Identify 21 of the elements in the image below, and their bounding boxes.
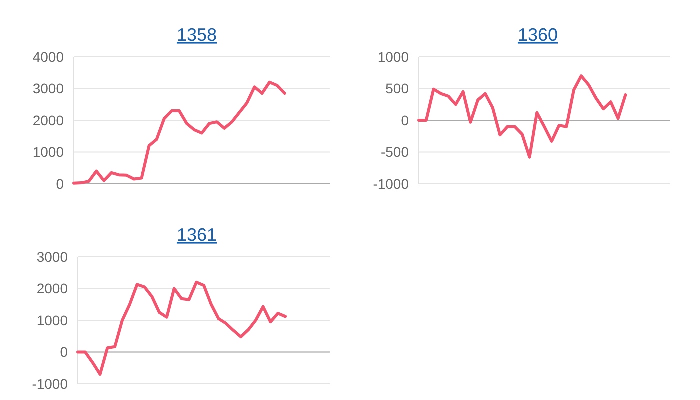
y-tick-label: 4000 — [32, 48, 64, 65]
y-tick-label: 1000 — [36, 312, 68, 328]
y-tick-label: 500 — [386, 80, 410, 97]
chart-title: 1361 — [176, 225, 218, 245]
chart-title: 1358 — [176, 25, 218, 45]
line-series — [76, 280, 288, 376]
y-tick-label: -1000 — [32, 376, 68, 392]
y-tick-label: 0 — [60, 344, 68, 360]
y-tick-label: -500 — [380, 144, 410, 160]
line-series — [72, 80, 286, 185]
y-tick-label: 2000 — [36, 280, 68, 297]
line-series — [418, 74, 628, 159]
y-tick-label: 0 — [401, 112, 410, 128]
y-tick-label: 3000 — [32, 80, 64, 97]
y-tick-label: 0 — [56, 176, 64, 192]
y-tick-label: 1000 — [32, 144, 64, 160]
y-tick-label: -1000 — [373, 176, 410, 192]
chart-title: 1360 — [518, 25, 558, 45]
y-tick-label: 2000 — [32, 112, 64, 128]
y-tick-label: 3000 — [36, 248, 68, 265]
y-tick-label: 1000 — [378, 48, 410, 65]
